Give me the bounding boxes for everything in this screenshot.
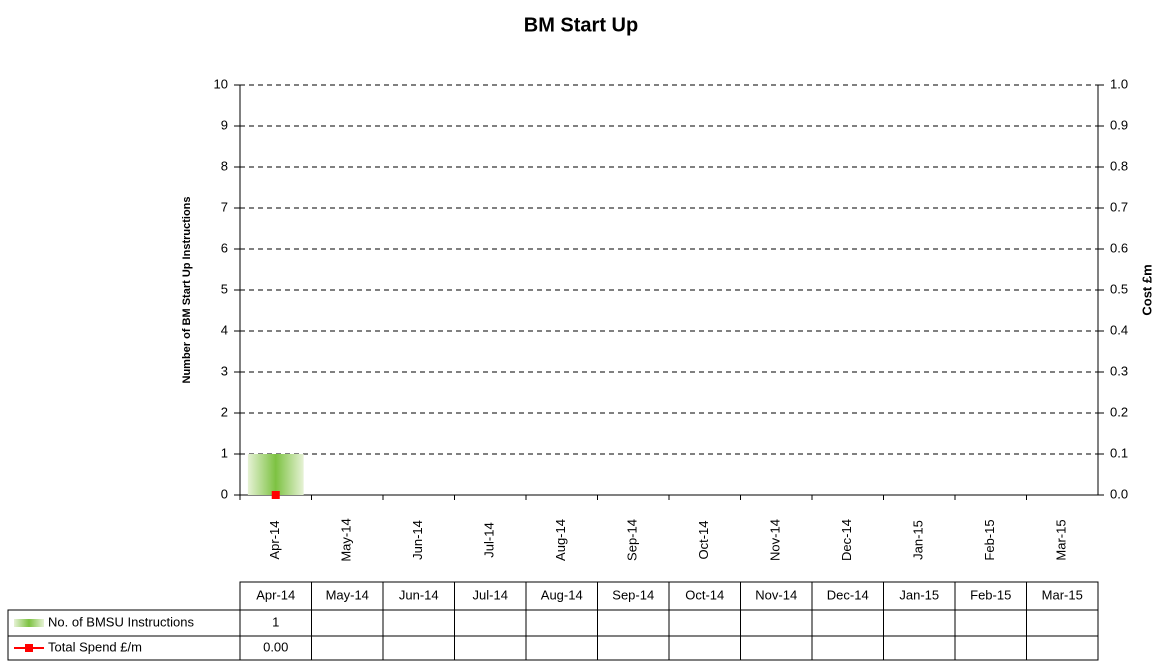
line-marker (271, 491, 280, 499)
y2-tick-label: 0.2 (1110, 404, 1128, 419)
y-tick-label: 7 (221, 199, 228, 214)
x-tick-label: Jun-14 (410, 520, 425, 560)
y2-tick-label: 0.6 (1110, 240, 1128, 255)
chart-title: BM Start Up (524, 14, 638, 36)
y-tick-label: 9 (221, 117, 228, 132)
legend-label: Total Spend £/m (48, 639, 142, 654)
x-tick-label: Dec-14 (839, 519, 854, 561)
y2-tick-label: 1.0 (1110, 76, 1128, 91)
table-header: Jun-14 (399, 587, 439, 602)
x-tick-label: Jan-15 (911, 520, 926, 560)
bar (247, 454, 304, 495)
y2-tick-label: 0.4 (1110, 322, 1128, 337)
y2-tick-label: 0.1 (1110, 445, 1128, 460)
y-tick-label: 6 (221, 240, 228, 255)
legend-label: No. of BMSU Instructions (48, 614, 194, 629)
x-tick-label: Aug-14 (553, 519, 568, 561)
x-tick-label: Oct-14 (696, 520, 711, 559)
x-tick-label: Nov-14 (768, 519, 783, 561)
y-tick-label: 3 (221, 363, 228, 378)
y2-axis-title: Cost £m (1139, 264, 1154, 315)
x-tick-label: May-14 (339, 518, 354, 561)
table-header: Apr-14 (256, 587, 295, 602)
x-tick-label: Sep-14 (625, 519, 640, 561)
table-header: Jan-15 (899, 587, 939, 602)
legend-key (14, 619, 44, 627)
legend-key (25, 644, 33, 652)
x-tick-label: Feb-15 (982, 519, 997, 560)
table-header: Jul-14 (473, 587, 508, 602)
y-tick-label: 4 (221, 322, 228, 337)
x-tick-label: Jul-14 (482, 522, 497, 557)
x-tick-label: Apr-14 (267, 520, 282, 559)
table-header: Sep-14 (612, 587, 654, 602)
y2-tick-label: 0.8 (1110, 158, 1128, 173)
table-header: Nov-14 (755, 587, 797, 602)
y-tick-label: 8 (221, 158, 228, 173)
table-header: Mar-15 (1042, 587, 1083, 602)
table-header: Oct-14 (685, 587, 724, 602)
y2-tick-label: 0.9 (1110, 117, 1128, 132)
y2-tick-label: 0.7 (1110, 199, 1128, 214)
table-header: Aug-14 (541, 587, 583, 602)
y-tick-label: 2 (221, 404, 228, 419)
table-cell: 1 (272, 614, 279, 629)
y-tick-label: 10 (214, 76, 228, 91)
y-tick-label: 1 (221, 445, 228, 460)
y2-tick-label: 0.0 (1110, 486, 1128, 501)
table-header: Feb-15 (970, 587, 1011, 602)
x-tick-label: Mar-15 (1054, 519, 1069, 560)
y-axis-title: Number of BM Start Up Instructions (181, 196, 193, 383)
y2-tick-label: 0.3 (1110, 363, 1128, 378)
y-tick-label: 5 (221, 281, 228, 296)
table-cell: 0.00 (263, 639, 288, 654)
y-tick-label: 0 (221, 486, 228, 501)
y2-tick-label: 0.5 (1110, 281, 1128, 296)
table-header: Dec-14 (827, 587, 869, 602)
table-header: May-14 (326, 587, 369, 602)
